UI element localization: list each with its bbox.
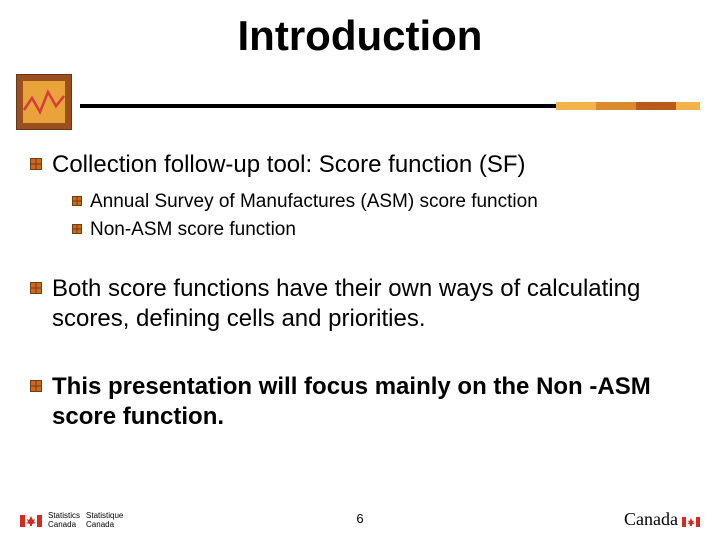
- rule-segment: [676, 102, 700, 110]
- rule-segment: [556, 102, 596, 110]
- footer-text-4: Canada: [86, 521, 123, 530]
- wordmark-text: Canada: [624, 509, 678, 530]
- rule-main: [80, 104, 556, 108]
- bullet-marker-icon: [30, 380, 42, 392]
- bullet-level1: This presentation will focus mainly on t…: [30, 372, 690, 432]
- spacer: [30, 344, 690, 372]
- rule-segment: [636, 102, 676, 110]
- rule-segments: [556, 102, 700, 110]
- footer-left: Statistics Canada Statistique Canada: [20, 512, 123, 530]
- slide-title: Introduction: [0, 12, 720, 60]
- title-rule: [80, 100, 700, 112]
- chart-icon: [16, 74, 72, 130]
- bullet-marker-icon: [30, 282, 42, 294]
- content-area: Collection follow-up tool: Score functio…: [30, 150, 690, 442]
- page-number: 6: [356, 511, 363, 526]
- rule-segment: [596, 102, 636, 110]
- bullet-level2: Annual Survey of Manufactures (ASM) scor…: [72, 190, 690, 214]
- slide: Introduction Collection follow-up tool: …: [0, 0, 720, 540]
- icon-line: [22, 80, 66, 124]
- bullet-level2: Non-ASM score function: [72, 218, 690, 242]
- footer: Statistics Canada Statistique Canada 6 C…: [20, 500, 700, 530]
- canada-flag-icon: [20, 515, 42, 527]
- footer-org-fr: Statistique Canada: [86, 512, 123, 530]
- sub-bullet-group: Annual Survey of Manufactures (ASM) scor…: [72, 190, 690, 242]
- bullet-text: Both score functions have their own ways…: [52, 274, 690, 334]
- footer-text-2: Canada: [48, 521, 80, 530]
- bullet-marker-icon: [30, 158, 42, 170]
- bullet-level1: Both score functions have their own ways…: [30, 274, 690, 334]
- bullet-text: Non-ASM score function: [90, 218, 296, 242]
- bullet-level1: Collection follow-up tool: Score functio…: [30, 150, 690, 180]
- bullet-text: Annual Survey of Manufactures (ASM) scor…: [90, 190, 538, 214]
- bullet-marker-icon: [72, 224, 82, 234]
- wordmark-flag-icon: [682, 517, 700, 527]
- footer-org-en: Statistics Canada: [48, 512, 80, 530]
- bullet-text: Collection follow-up tool: Score functio…: [52, 150, 526, 180]
- bullet-marker-icon: [72, 196, 82, 206]
- bullet-text: This presentation will focus mainly on t…: [52, 372, 690, 432]
- canada-wordmark: Canada: [624, 509, 700, 530]
